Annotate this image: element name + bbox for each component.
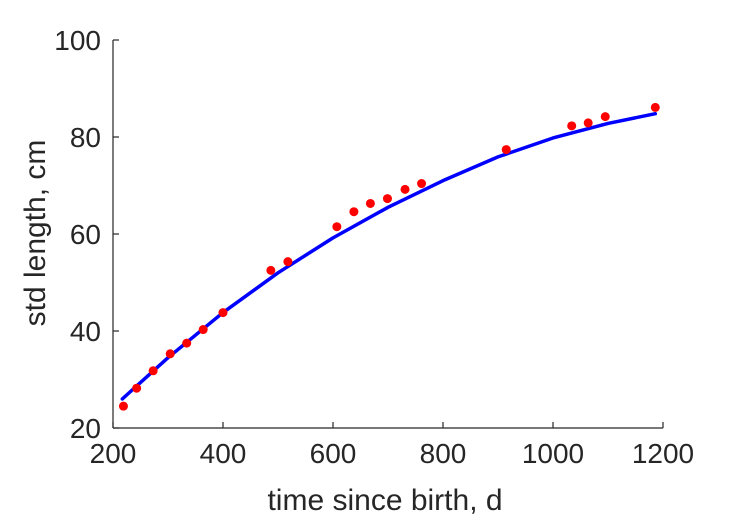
y-tick-label: 60 (70, 219, 101, 250)
data-point (365, 198, 375, 208)
data-point (600, 112, 610, 122)
data-point (650, 102, 660, 112)
data-point (382, 194, 392, 204)
data-point (165, 349, 175, 359)
data-point (148, 366, 158, 376)
x-tick-label: 400 (200, 438, 247, 469)
x-tick-label: 600 (310, 438, 357, 469)
data-point (400, 184, 410, 194)
data-point (218, 308, 228, 318)
data-point (283, 257, 293, 267)
data-point (501, 145, 511, 155)
y-axis-label: std length, cm (19, 140, 52, 327)
y-tick-label: 40 (70, 316, 101, 347)
axes: 200 400 600 800 1000 1200 20 40 60 80 100 (54, 25, 694, 469)
labels: time since birth, d std length, cm (19, 140, 503, 517)
data-point (417, 179, 427, 189)
y-tick-label: 80 (70, 122, 101, 153)
data-point (118, 401, 128, 411)
data-point (198, 325, 208, 335)
x-tick-label: 1200 (632, 438, 694, 469)
y-tick-label: 20 (70, 413, 101, 444)
x-tick-label: 1000 (522, 438, 584, 469)
fit-curve (120, 111, 658, 401)
x-tick-label: 800 (420, 438, 467, 469)
data-point (266, 265, 276, 275)
y-tick-label: 100 (54, 25, 101, 56)
x-axis-label: time since birth, d (267, 484, 502, 517)
x-tick-label: 200 (90, 438, 137, 469)
plot-area (118, 102, 660, 411)
data-point (567, 121, 577, 131)
data-point (349, 207, 359, 217)
data-point (332, 222, 342, 232)
data-point (182, 338, 192, 348)
data-point (132, 383, 142, 393)
data-point (583, 118, 593, 128)
